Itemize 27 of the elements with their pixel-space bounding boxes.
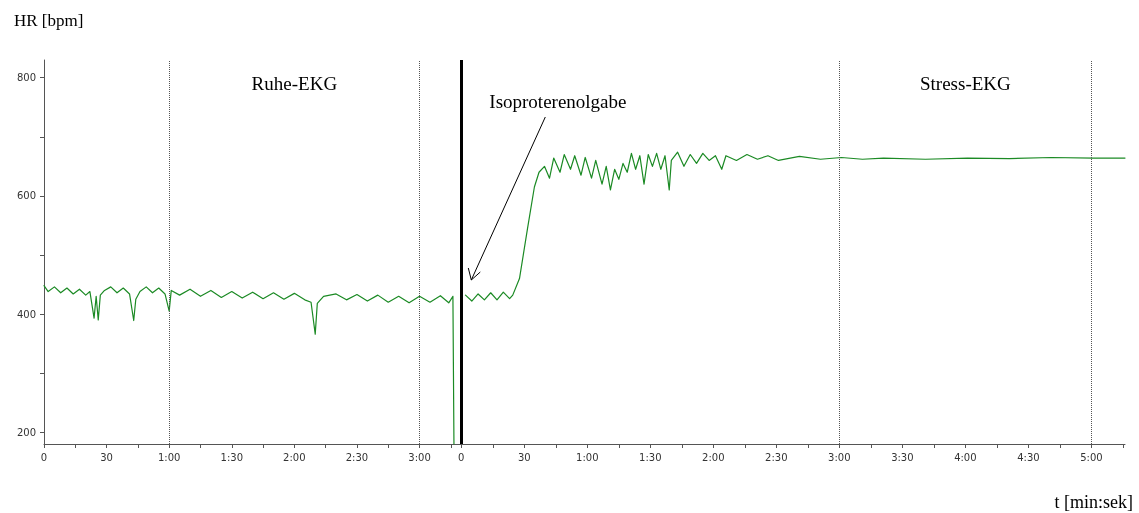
x-tick-label: 4:00	[954, 451, 977, 463]
y-tick-label: 400	[16, 308, 36, 320]
x-tick-label: 3:30	[891, 451, 914, 463]
x-tick-label: 1:30	[220, 451, 243, 463]
x-tick-label: 1:30	[639, 451, 662, 463]
annotation: Stress-EKG	[919, 72, 1012, 94]
x-tick-label: 4:30	[1017, 451, 1040, 463]
y-tick-label: 600	[16, 190, 36, 202]
x-tick-label: 3:00	[828, 451, 851, 463]
y-tick-label: 200	[16, 426, 36, 438]
y-axis-title: HR [bpm]	[14, 11, 84, 30]
x-axis-title: t [min:sek]	[1054, 492, 1134, 512]
x-tick-label: 5:00	[1080, 451, 1103, 463]
annotation: Ruhe-EKG	[251, 72, 338, 94]
x-tick-label: 2:30	[345, 451, 369, 463]
x-tick-label: 3:00	[408, 451, 431, 463]
x-tick-label: 30	[517, 451, 531, 463]
ref-line-label: Isoproterenolgabe	[489, 91, 627, 112]
x-tick-label: 2:00	[283, 451, 306, 463]
x-tick-label: 30	[100, 451, 113, 463]
x-tick-label: 1:00	[576, 451, 599, 463]
x-tick-label: 1:00	[157, 451, 181, 463]
y-tick-label: 800	[16, 72, 36, 84]
x-tick-label: 0	[40, 451, 48, 463]
x-tick-label: 2:30	[765, 451, 788, 463]
x-tick-label: 0	[458, 451, 465, 463]
x-tick-label: 2:00	[702, 451, 725, 463]
